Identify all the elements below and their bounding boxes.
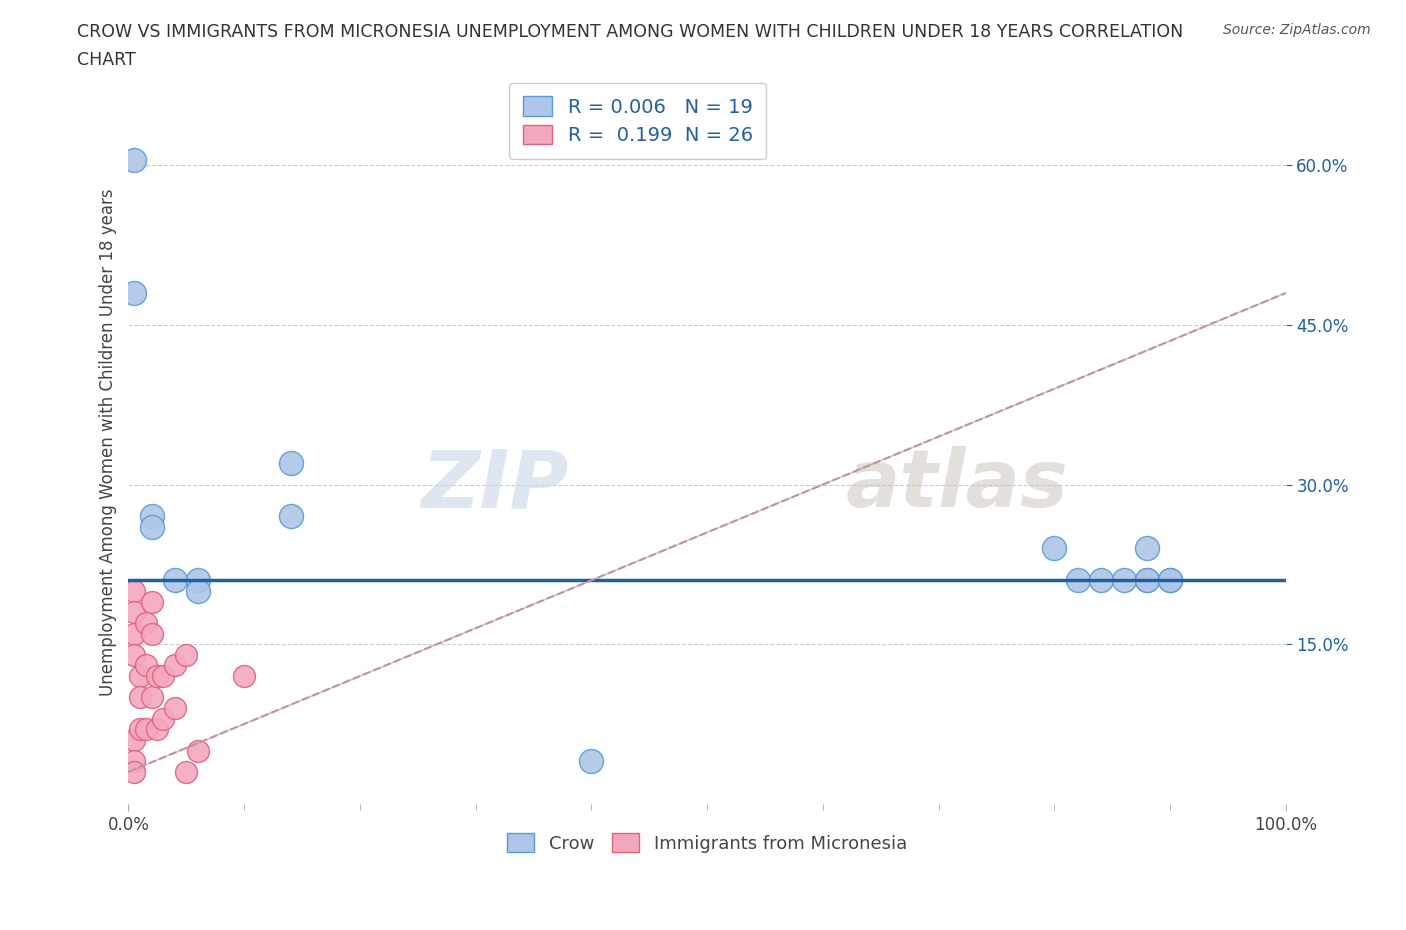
Point [122,647,145,662]
Point [122,153,145,167]
Point [187,573,209,588]
Point [122,604,145,619]
Point [1159,573,1181,588]
Point [122,733,145,748]
Point [581,754,603,769]
Point [1112,573,1135,588]
Text: atlas: atlas [846,446,1069,525]
Point [129,722,152,737]
Point [146,669,169,684]
Point [1043,541,1066,556]
Point [135,616,157,631]
Text: Source: ZipAtlas.com: Source: ZipAtlas.com [1223,23,1371,37]
Text: ZIP: ZIP [420,446,568,525]
Point [233,669,256,684]
Point [280,456,302,471]
Point [1159,573,1181,588]
Point [187,743,209,758]
Point [122,764,145,779]
Legend: Crow, Immigrants from Micronesia: Crow, Immigrants from Micronesia [501,826,914,860]
Y-axis label: Unemployment Among Women with Children Under 18 years: Unemployment Among Women with Children U… [100,188,117,696]
Point [141,509,163,524]
Point [122,626,145,641]
Point [176,764,198,779]
Point [122,583,145,598]
Point [146,722,169,737]
Point [163,700,186,715]
Point [176,647,198,662]
Text: CROW VS IMMIGRANTS FROM MICRONESIA UNEMPLOYMENT AMONG WOMEN WITH CHILDREN UNDER : CROW VS IMMIGRANTS FROM MICRONESIA UNEMP… [77,23,1184,41]
Point [122,754,145,769]
Point [122,286,145,300]
Point [129,690,152,705]
Point [1136,573,1159,588]
Point [1066,573,1088,588]
Point [1136,541,1159,556]
Text: CHART: CHART [77,51,136,69]
Point [135,658,157,673]
Point [135,722,157,737]
Point [141,520,163,535]
Point [141,626,163,641]
Point [129,669,152,684]
Point [187,583,209,598]
Point [163,658,186,673]
Point [280,509,302,524]
Point [1136,573,1159,588]
Point [163,573,186,588]
Point [141,690,163,705]
Point [1090,573,1112,588]
Point [152,711,174,726]
Point [141,594,163,609]
Point [152,669,174,684]
